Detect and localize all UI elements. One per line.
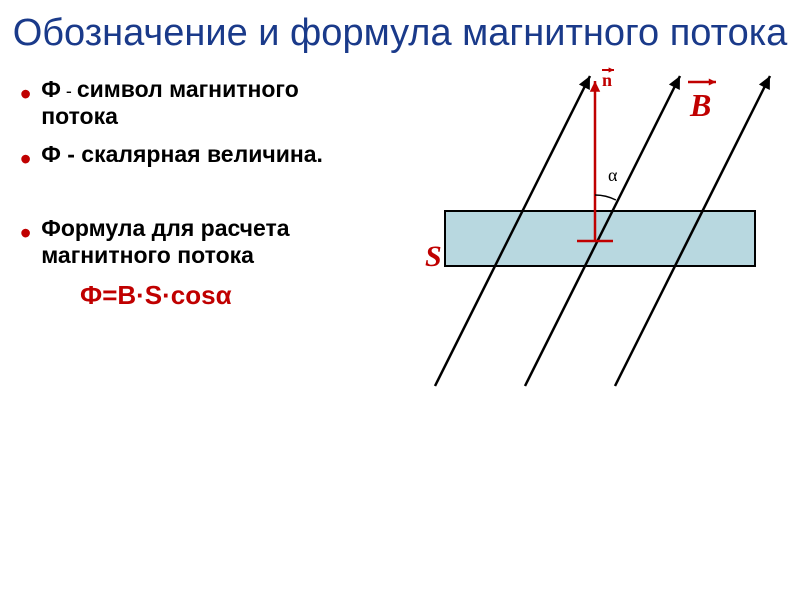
text-column: • Ф - символ магнитного потока • Ф - ска… bbox=[0, 76, 380, 311]
bullet-text: Ф - символ магнитного потока bbox=[41, 76, 380, 131]
bullet-marker: • bbox=[20, 217, 31, 249]
bullet-1: • Ф - символ магнитного потока bbox=[20, 76, 380, 131]
magnetic-flux-diagram: Sn Bα bbox=[390, 66, 790, 416]
svg-text:α: α bbox=[608, 165, 618, 185]
diagram-column: SnBα bbox=[380, 76, 800, 311]
svg-text:S: S bbox=[425, 240, 442, 273]
bullet-text: Формула для расчета магнитного потока bbox=[41, 215, 380, 270]
svg-text:B: B bbox=[689, 87, 711, 123]
formula: Ф=В·S·cosα bbox=[80, 280, 380, 311]
bullet-3: • Формула для расчета магнитного потока bbox=[20, 215, 380, 270]
page-title: Обозначение и формула магнитного потока bbox=[0, 0, 800, 56]
content-area: • Ф - символ магнитного потока • Ф - ска… bbox=[0, 76, 800, 311]
bullet-marker: • bbox=[20, 78, 31, 110]
bullet-text: Ф - скалярная величина. bbox=[41, 141, 323, 169]
bullet-2: • Ф - скалярная величина. bbox=[20, 141, 380, 175]
bullet-marker: • bbox=[20, 143, 31, 175]
spacer bbox=[20, 185, 380, 215]
svg-text:n: n bbox=[602, 70, 612, 90]
